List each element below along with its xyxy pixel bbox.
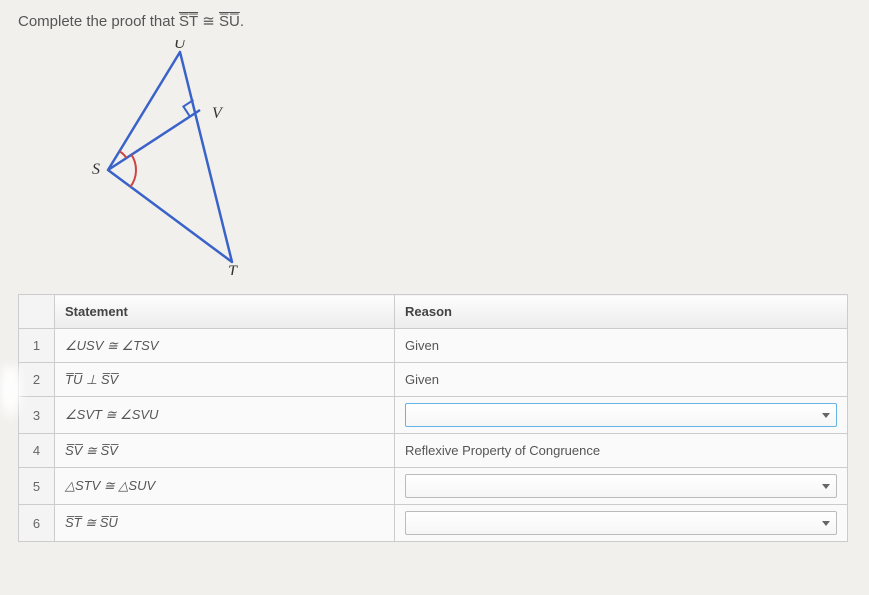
statement-cell: S̅T̅ ≅ S̅U̅ — [55, 505, 395, 542]
svg-text:T: T — [228, 263, 238, 275]
reason-cell: Given — [395, 329, 848, 363]
col-reason: Reason — [395, 295, 848, 329]
statement-cell: ∠USV ≅ ∠TSV — [55, 329, 395, 363]
row-number: 6 — [19, 505, 55, 542]
svg-text:U: U — [174, 40, 187, 52]
col-num — [19, 295, 55, 329]
prompt-seg1: S̅T̅ — [179, 13, 198, 30]
table-row: 5△STV ≅ △SUV — [19, 468, 848, 505]
row-number: 5 — [19, 468, 55, 505]
statement-cell: T̅U̅ ⊥ S̅V̅ — [55, 363, 395, 397]
row-number: 1 — [19, 329, 55, 363]
proof-prompt: Complete the proof that S̅T̅ ≅ S̅U̅. — [18, 12, 851, 30]
statement-cell: S̅V̅ ≅ S̅V̅ — [55, 434, 395, 468]
reason-cell: Reflexive Property of Congruence — [395, 434, 848, 468]
table-row: 6S̅T̅ ≅ S̅U̅ — [19, 505, 848, 542]
row-number: 4 — [19, 434, 55, 468]
table-row: 3∠SVT ≅ ∠SVU — [19, 397, 848, 434]
reason-cell — [395, 468, 848, 505]
table-row: 1∠USV ≅ ∠TSVGiven — [19, 329, 848, 363]
reason-cell — [395, 505, 848, 542]
reason-dropdown[interactable] — [405, 511, 837, 535]
reason-cell — [395, 397, 848, 434]
prompt-mid: ≅ — [198, 13, 219, 30]
prompt-seg2: S̅U̅ — [219, 13, 240, 30]
svg-text:S: S — [92, 161, 100, 178]
svg-text:V: V — [212, 105, 224, 122]
triangle-figure: S U T V — [88, 40, 851, 280]
proof-table: Statement Reason 1∠USV ≅ ∠TSVGiven2T̅U̅ … — [18, 294, 848, 542]
statement-cell: ∠SVT ≅ ∠SVU — [55, 397, 395, 434]
reason-dropdown[interactable] — [405, 474, 837, 498]
table-row: 2T̅U̅ ⊥ S̅V̅Given — [19, 363, 848, 397]
reason-cell: Given — [395, 363, 848, 397]
statement-cell: △STV ≅ △SUV — [55, 468, 395, 505]
col-statement: Statement — [55, 295, 395, 329]
prompt-pre: Complete the proof that — [18, 13, 179, 30]
prompt-post: . — [240, 13, 244, 30]
table-row: 4S̅V̅ ≅ S̅V̅Reflexive Property of Congru… — [19, 434, 848, 468]
page-smudge — [0, 365, 26, 425]
reason-dropdown[interactable] — [405, 403, 837, 427]
triangle-svg: S U T V — [88, 40, 278, 275]
